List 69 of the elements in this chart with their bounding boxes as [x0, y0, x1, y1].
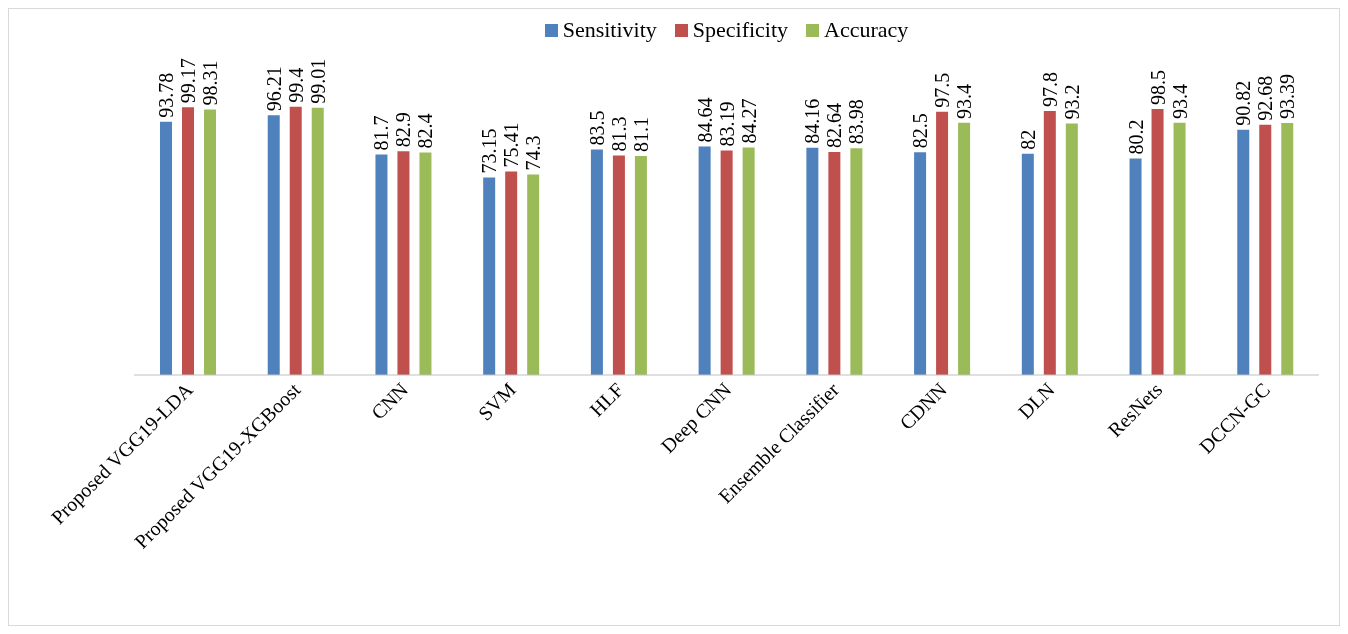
legend-label: Sensitivity — [562, 17, 657, 43]
data-label: 81.3 — [607, 116, 630, 152]
data-label: 98.31 — [199, 60, 221, 106]
bar — [267, 115, 280, 375]
data-label: 99.01 — [306, 58, 329, 104]
bar — [936, 111, 949, 375]
data-label: 84.27 — [737, 98, 760, 144]
data-label: 75.41 — [500, 122, 523, 168]
data-label: 82.4 — [414, 113, 437, 149]
data-label: 93.39 — [1276, 73, 1299, 119]
data-label: 97.5 — [931, 72, 954, 108]
bar — [720, 150, 733, 375]
bar — [397, 151, 410, 375]
bar — [289, 106, 302, 375]
data-label: 93.78 — [155, 72, 177, 118]
data-label: 80.2 — [1124, 119, 1147, 155]
bar — [1065, 123, 1078, 375]
legend-label: Specificity — [692, 17, 789, 43]
data-label: 93.4 — [1168, 83, 1191, 119]
bar — [1173, 122, 1186, 375]
bar — [419, 152, 432, 375]
bar — [1151, 109, 1164, 375]
data-label: 93.4 — [953, 83, 976, 119]
bar — [828, 151, 841, 375]
bar — [850, 148, 863, 375]
bar — [1259, 124, 1272, 375]
bar — [311, 107, 324, 375]
bar — [527, 174, 540, 375]
data-label: 98.5 — [1146, 70, 1169, 106]
bar — [612, 155, 625, 375]
data-label: 82 — [1016, 129, 1039, 150]
data-label: 82.9 — [392, 112, 415, 148]
data-label: 82.5 — [909, 113, 932, 149]
bar — [958, 122, 971, 375]
bar — [1237, 129, 1250, 375]
data-label: 73.15 — [478, 128, 501, 174]
data-label: 84.16 — [801, 98, 824, 144]
data-label: 83.5 — [585, 110, 608, 146]
data-label: 81.1 — [629, 117, 652, 153]
data-label: 90.82 — [1232, 80, 1255, 126]
bar — [483, 177, 496, 375]
data-label: 81.7 — [370, 115, 393, 151]
bar — [204, 109, 216, 375]
data-label: 83.19 — [715, 101, 738, 147]
bar — [590, 149, 603, 375]
data-label: 99.17 — [177, 58, 199, 104]
bar — [914, 152, 927, 375]
bar — [1043, 110, 1056, 375]
bar — [698, 146, 711, 375]
data-label: 84.64 — [693, 97, 716, 143]
bar — [160, 121, 172, 375]
bar — [1281, 122, 1294, 375]
data-label: 96.21 — [262, 66, 285, 112]
bar — [1129, 158, 1142, 375]
bar — [505, 171, 518, 375]
bar — [742, 147, 755, 375]
legend-label: Accuracy — [824, 17, 909, 43]
bar — [634, 156, 647, 375]
data-label: 92.68 — [1254, 75, 1277, 121]
data-label: 74.3 — [522, 135, 545, 171]
data-label: 82.64 — [823, 102, 846, 148]
data-label: 83.98 — [845, 99, 868, 145]
bar — [1021, 153, 1034, 375]
data-label: 99.4 — [284, 67, 307, 103]
bar — [806, 147, 819, 375]
data-label: 97.8 — [1038, 71, 1061, 107]
bar — [182, 107, 194, 375]
data-label: 93.2 — [1060, 84, 1083, 120]
bar — [375, 154, 388, 375]
